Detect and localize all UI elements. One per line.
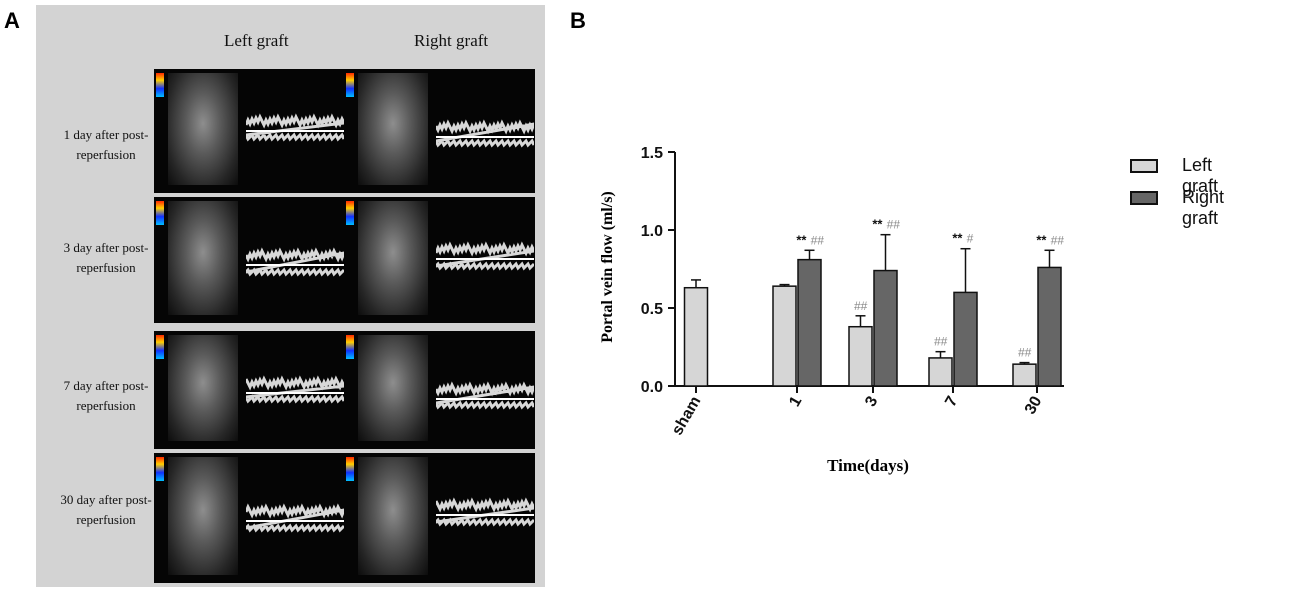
- legend-label-right-graft: Right graft: [1182, 187, 1225, 228]
- b-mode-image: [168, 201, 238, 315]
- ultrasound-frame: [154, 69, 345, 193]
- b-mode-image: [358, 201, 428, 315]
- significance-hash: ##: [811, 233, 825, 247]
- panel-b-label: B: [570, 8, 586, 33]
- y-axis-title: Portal vein flow (ml/s): [599, 191, 616, 343]
- bar-left-graft: [1012, 363, 1037, 387]
- bar-right-graft: [797, 258, 822, 387]
- doppler-waveform: [436, 119, 534, 148]
- legend-label-left-graft: Left graft: [1182, 155, 1219, 196]
- ultrasound-frame: [344, 331, 535, 449]
- x-tick-label: 1: [786, 393, 805, 409]
- color-scale-bar: [346, 201, 354, 225]
- bar-right-graft: [953, 291, 978, 387]
- bar-left-graft: [772, 285, 797, 387]
- chart-bars: ## ## ## ** ## ** ## ** # ** ##: [683, 217, 1065, 387]
- ultrasound-frame: [154, 453, 345, 583]
- ultrasound-frame: [344, 69, 535, 193]
- x-tick-label: 3: [862, 393, 881, 409]
- significance-hash: ##: [854, 299, 868, 313]
- bar-right-graft: [1037, 266, 1062, 387]
- doppler-waveform: [436, 497, 534, 527]
- row-label-line1: 30 day after post-: [60, 492, 152, 507]
- x-tick-label: sham: [669, 394, 705, 439]
- legend-swatch-right-graft: [1130, 191, 1158, 205]
- ultrasound-frame: [344, 453, 535, 583]
- bar-right-graft: [873, 269, 898, 387]
- row-label-day-3: 3 day after post- reperfusion: [46, 238, 166, 278]
- bar-left-graft: [848, 325, 873, 387]
- ultrasound-frame: [154, 331, 345, 449]
- color-scale-bar: [156, 457, 164, 481]
- b-mode-image: [358, 457, 428, 575]
- color-scale-bar: [156, 335, 164, 359]
- doppler-waveform: [436, 241, 534, 271]
- y-tick-label: 0.0: [641, 379, 663, 396]
- row-label-line2: reperfusion: [76, 398, 136, 413]
- color-scale-bar: [346, 457, 354, 481]
- significance-hash: ##: [887, 218, 901, 232]
- b-mode-image: [168, 457, 238, 575]
- bar-left-graft: [928, 357, 953, 387]
- doppler-waveform: [246, 375, 344, 404]
- color-scale-bar: [156, 201, 164, 225]
- y-tick-label: 1.0: [641, 223, 663, 240]
- color-scale-bar: [346, 335, 354, 359]
- column-header-right-graft: Right graft: [414, 31, 489, 50]
- row-label-line1: 7 day after post-: [63, 378, 149, 393]
- row-label-line2: reperfusion: [76, 512, 136, 527]
- x-tick-label: 30: [1022, 393, 1046, 417]
- row-label-line1: 3 day after post-: [63, 240, 149, 255]
- significance-hash: ##: [1051, 233, 1065, 247]
- row-label-day-30: 30 day after post- reperfusion: [46, 490, 166, 530]
- significance-hash: ##: [934, 335, 948, 349]
- row-label-line2: reperfusion: [76, 260, 136, 275]
- b-mode-image: [358, 73, 428, 185]
- y-tick-label: 0.5: [641, 301, 663, 318]
- b-mode-image: [358, 335, 428, 441]
- ultrasound-panel: Left graft Right graft 1 day after post-…: [36, 5, 545, 587]
- column-header-left-graft: Left graft: [224, 31, 289, 50]
- significance-stars: **: [1036, 232, 1047, 247]
- bar-left-graft: [683, 286, 709, 387]
- ultrasound-frame: [154, 197, 345, 323]
- color-scale-bar: [346, 73, 354, 97]
- b-mode-image: [168, 335, 238, 441]
- row-label-day-7: 7 day after post- reperfusion: [46, 376, 166, 416]
- significance-hash: #: [967, 232, 974, 246]
- ultrasound-frame: [344, 197, 535, 323]
- b-mode-image: [168, 73, 238, 185]
- x-axis-title: Time(days): [827, 456, 909, 475]
- row-label-line1: 1 day after post-: [63, 127, 149, 142]
- significance-hash: ##: [1018, 346, 1032, 360]
- panel-a-label: A: [4, 8, 20, 33]
- doppler-waveform: [246, 503, 344, 533]
- significance-stars: **: [796, 232, 807, 247]
- significance-stars: **: [872, 217, 883, 232]
- y-tick-label: 1.5: [641, 145, 663, 162]
- color-scale-bar: [156, 73, 164, 97]
- doppler-waveform: [246, 113, 344, 142]
- row-label-line2: reperfusion: [76, 147, 136, 162]
- legend-swatch-left-graft: [1130, 159, 1158, 173]
- doppler-waveform: [436, 381, 534, 410]
- doppler-waveform: [246, 247, 344, 277]
- x-tick-label: 7: [942, 393, 961, 409]
- row-label-day-1: 1 day after post- reperfusion: [46, 125, 166, 165]
- significance-stars: **: [952, 231, 963, 246]
